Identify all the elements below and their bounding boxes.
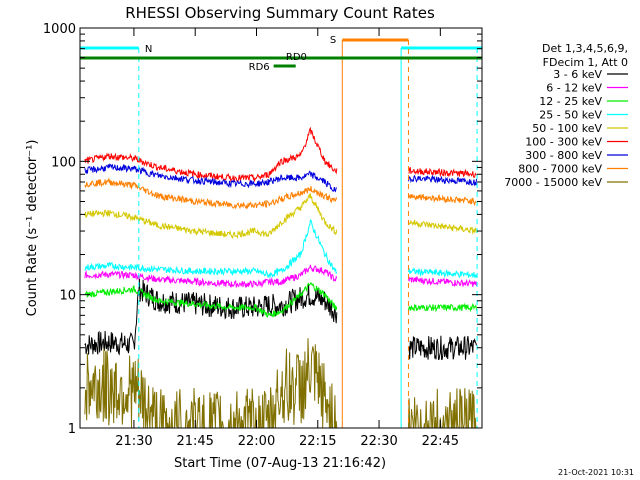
series-line: [84, 126, 477, 183]
x-tick-label: 22:15: [299, 434, 336, 449]
series-line: [84, 264, 477, 288]
legend-entry-label: 300 - 800 keV: [525, 149, 602, 162]
legend-entry-label: 6 - 12 keV: [546, 82, 602, 95]
series-line: [84, 177, 477, 210]
plot-area: N S RD0 RD6: [79, 35, 482, 429]
rd0-label: RD0: [286, 52, 307, 63]
series-line: [84, 163, 477, 193]
x-tick-label: 21:30: [115, 434, 152, 449]
legend-entry-label: 100 - 300 keV: [525, 136, 602, 149]
y-axis: 1 10 100 1000: [43, 22, 482, 437]
legend-entry-label: 12 - 25 keV: [539, 95, 602, 108]
x-axis: 21:30 21:45 22:00 22:15 22:30 22:45: [115, 28, 459, 449]
plot-frame: [79, 27, 483, 429]
x-tick-label: 22:30: [360, 434, 397, 449]
series-line: [84, 219, 477, 279]
rd6-label: RD6: [249, 62, 270, 73]
legend-entry-label: 7000 - 15000 keV: [504, 176, 602, 189]
y-tick-label: 10: [59, 289, 76, 304]
y-axis-label: Count Rate (s⁻¹ detector⁻¹): [25, 140, 40, 317]
x-tick-label: 21:45: [176, 434, 213, 449]
legend-entry-label: 25 - 50 keV: [539, 109, 602, 122]
legend-header-line-1: Det 1,3,4,5,6,9,: [542, 42, 628, 55]
y-tick-label: 100: [51, 155, 76, 170]
legend-header-line-2: FDecim 1, Att 0: [543, 56, 628, 69]
footer-date: 21-Oct-2021 10:31: [558, 468, 634, 477]
x-tick-label: 22:45: [422, 434, 459, 449]
series-line: [84, 193, 477, 239]
saa-marker-label: S: [330, 35, 336, 46]
series-line: [84, 278, 477, 361]
legend-entry-label: 3 - 6 keV: [553, 68, 602, 81]
series-line: [84, 281, 477, 318]
x-tick-label: 22:00: [238, 434, 275, 449]
legend-entry-label: 800 - 7000 keV: [518, 163, 602, 176]
legend-entry-label: 50 - 100 keV: [532, 122, 602, 135]
night-marker-label: N: [145, 44, 152, 55]
y-tick-label: 1000: [43, 22, 76, 37]
x-axis-label: Start Time (07-Aug-13 21:16:42): [174, 456, 386, 471]
chart-title: RHESSI Observing Summary Count Rates: [125, 4, 435, 22]
y-tick-label: 1: [68, 422, 76, 437]
